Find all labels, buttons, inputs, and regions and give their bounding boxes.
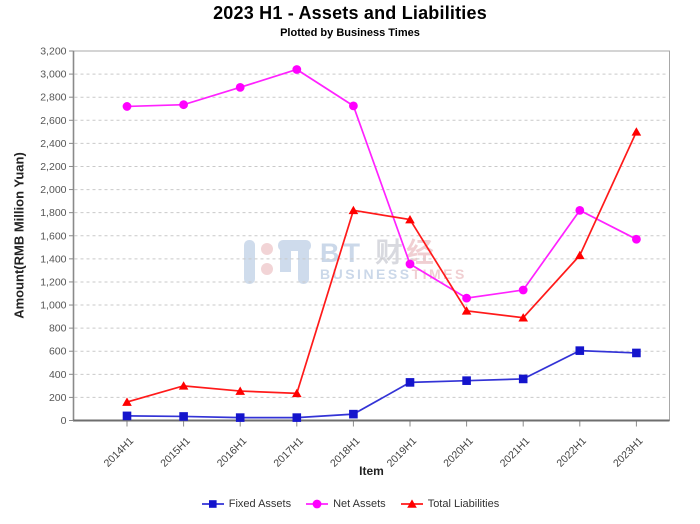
series-line-total-liabilities	[126, 131, 638, 403]
x-tick-label: 2015H1	[158, 435, 193, 470]
marker-total-liabilities	[122, 397, 132, 406]
x-tick-label: 2014H1	[102, 435, 137, 470]
marker-total-liabilities	[518, 313, 528, 322]
legend-item-net-assets: Net Assets	[305, 498, 386, 510]
marker-total-liabilities	[461, 306, 472, 315]
marker-fixed-assets	[235, 413, 245, 422]
marker-total-liabilities	[405, 214, 415, 224]
y-tick-label: 2,400	[40, 138, 66, 150]
x-tick-label: 2020H1	[441, 435, 476, 470]
marker-net-assets	[235, 82, 245, 92]
marker-total-liabilities	[631, 127, 642, 136]
series-line-fixed-assets	[126, 349, 637, 419]
x-tick-label: 2021H1	[498, 435, 533, 470]
x-tick-label: 2019H1	[385, 435, 420, 470]
y-tick-label: 1,000	[40, 300, 66, 312]
marker-total-liabilities	[178, 381, 189, 390]
marker-fixed-assets	[575, 346, 585, 355]
marker-fixed-assets	[462, 376, 471, 385]
marker-net-assets	[292, 65, 302, 74]
legend-label-fixed-assets: Fixed Assets	[228, 498, 292, 510]
y-tick-label: 3,000	[40, 69, 66, 81]
marker-fixed-assets	[179, 412, 188, 421]
y-tick-label: 1,400	[40, 253, 66, 265]
marker-total-liabilities	[235, 386, 245, 395]
x-tick-label: 2017H1	[271, 435, 306, 470]
legend-circle-icon	[306, 499, 329, 509]
watermark-logo-icon	[244, 240, 312, 286]
marker-net-assets	[405, 259, 415, 269]
y-tick-label: 1,200	[40, 276, 66, 288]
legend-item-fixed-assets: Fixed Assets	[201, 498, 291, 510]
marker-fixed-assets	[632, 348, 641, 358]
marker-net-assets	[632, 234, 641, 244]
legend-label-total-liabilities: Total Liabilities	[427, 498, 500, 510]
chart-title: 2023 H1 - Assets and Liabilities	[213, 3, 487, 23]
y-tick-label: 2,600	[40, 115, 66, 127]
marker-fixed-assets	[292, 413, 302, 422]
y-tick-label: 3,200	[40, 46, 66, 58]
y-tick-label: 1,800	[40, 207, 66, 219]
y-tick-label: 400	[49, 369, 67, 381]
marker-fixed-assets	[122, 411, 132, 421]
marker-fixed-assets	[405, 378, 415, 387]
marker-net-assets	[122, 102, 132, 111]
marker-total-liabilities	[348, 205, 359, 215]
x-tick-label: 2023H1	[611, 435, 646, 470]
marker-total-liabilities	[292, 388, 302, 398]
y-tick-label: 2,000	[40, 184, 66, 196]
y-tick-label: 2,800	[40, 92, 66, 104]
y-tick-label: 200	[49, 392, 67, 404]
chart-legend: Fixed Assets Net Assets Total Liabilities	[0, 498, 700, 510]
marker-net-assets	[518, 285, 528, 295]
watermark-brand-en-red: TIMES	[411, 266, 467, 282]
legend-item-total-liabilities: Total Liabilities	[400, 498, 500, 510]
y-tick-label: 0	[61, 415, 67, 427]
watermark-brand-en-blue: BUSINESS	[320, 266, 412, 282]
series-line-net-assets	[126, 68, 637, 299]
y-tick-label: 600	[49, 346, 67, 358]
y-tick-label: 1,600	[40, 230, 66, 242]
marker-fixed-assets	[349, 409, 358, 419]
marker-net-assets	[575, 205, 585, 215]
marker-fixed-assets	[518, 374, 528, 384]
chart-subtitle: Plotted by Business Times	[280, 27, 420, 39]
y-tick-label: 800	[49, 323, 67, 335]
marker-net-assets	[349, 101, 358, 111]
x-tick-label: 2022H1	[554, 435, 589, 470]
marker-total-liabilities	[575, 250, 585, 260]
legend-square-icon	[201, 500, 224, 508]
x-axis-title: Item	[359, 464, 384, 478]
x-tick-label: 2016H1	[215, 435, 250, 470]
y-tick-label: 2,200	[40, 161, 66, 173]
watermark-brand-cai: 财	[375, 238, 407, 268]
legend-label-net-assets: Net Assets	[333, 498, 386, 510]
marker-net-assets	[462, 293, 471, 303]
marker-net-assets	[179, 100, 189, 110]
legend-triangle-icon	[400, 499, 423, 508]
x-tick-label: 2018H1	[328, 435, 363, 470]
